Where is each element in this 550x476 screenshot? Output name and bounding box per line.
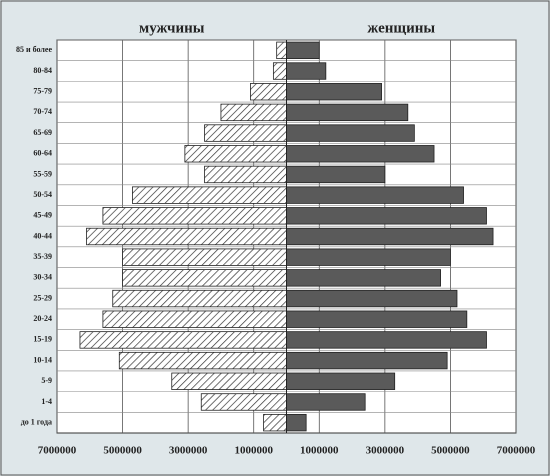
bar xyxy=(122,269,287,287)
bar xyxy=(79,331,287,349)
bar xyxy=(286,83,382,101)
y-tick-label: 35-39 xyxy=(33,252,52,261)
y-tick-label: 1-4 xyxy=(41,397,52,406)
bar xyxy=(263,413,287,432)
y-tick-label: 70-74 xyxy=(33,107,52,116)
bar xyxy=(250,83,287,101)
bar xyxy=(132,186,287,204)
x-tick-label: 1000000 xyxy=(234,445,273,457)
bar xyxy=(184,145,287,163)
bar xyxy=(118,351,287,370)
bar xyxy=(272,62,287,80)
bar xyxy=(286,41,320,60)
y-tick-label: 20-24 xyxy=(33,314,52,323)
y-tick-label: 50-54 xyxy=(33,190,52,199)
y-tick-label: 60-64 xyxy=(33,149,52,158)
bar xyxy=(286,310,468,328)
x-tick-label: 3000000 xyxy=(169,445,208,457)
bar xyxy=(286,62,327,80)
bar xyxy=(286,372,396,390)
y-tick-label: 75-79 xyxy=(33,87,52,96)
x-tick-label: 5000000 xyxy=(431,445,470,457)
y-tick-label: 85 и более xyxy=(16,45,52,54)
y-tick-label: 25-29 xyxy=(33,293,52,302)
bar xyxy=(286,227,494,246)
legend-label: мужчины xyxy=(139,20,205,36)
y-tick-label: до 1 года xyxy=(21,417,52,426)
bar xyxy=(286,103,409,122)
bar xyxy=(102,207,287,225)
bar xyxy=(286,248,451,266)
bar xyxy=(122,248,287,266)
bar xyxy=(286,351,448,370)
bar xyxy=(286,186,464,204)
bar xyxy=(276,41,287,60)
y-tick-label: 30-34 xyxy=(33,273,52,282)
bar xyxy=(204,165,287,184)
bar xyxy=(286,145,435,163)
bar xyxy=(286,413,307,432)
x-tick-label: 1000000 xyxy=(300,445,339,457)
bar xyxy=(286,124,415,142)
x-tick-label: 3000000 xyxy=(366,445,405,457)
y-tick-label: 55-59 xyxy=(33,169,52,178)
bar xyxy=(286,207,487,225)
bar xyxy=(86,227,287,246)
y-tick-label: 40-44 xyxy=(33,231,52,240)
bar xyxy=(286,331,487,349)
bar xyxy=(171,372,287,390)
bar xyxy=(286,269,441,287)
legend-label: женщины xyxy=(367,20,435,36)
y-tick-label: 10-14 xyxy=(33,355,52,364)
bar xyxy=(220,103,287,122)
bar xyxy=(204,124,287,142)
bar xyxy=(286,289,458,308)
y-tick-label: 5-9 xyxy=(41,376,52,385)
bar xyxy=(102,310,287,328)
bar xyxy=(112,289,287,308)
y-tick-label: 45-49 xyxy=(33,211,52,220)
x-tick-label: 7000000 xyxy=(38,445,77,457)
bar xyxy=(286,393,366,411)
y-tick-label: 65-69 xyxy=(33,128,52,137)
bar xyxy=(200,393,287,411)
x-tick-label: 7000000 xyxy=(497,445,536,457)
y-tick-label: 80-84 xyxy=(33,66,52,75)
bar xyxy=(286,165,386,184)
x-tick-label: 5000000 xyxy=(103,445,142,457)
y-tick-label: 15-19 xyxy=(33,335,52,344)
